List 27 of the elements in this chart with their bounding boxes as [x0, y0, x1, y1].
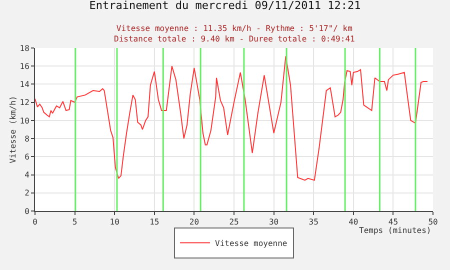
y-tick-label: 4: [24, 170, 30, 180]
x-axis-title: Temps (minutes): [359, 226, 432, 235]
legend-label: Vitesse moyenne: [215, 238, 288, 248]
x-tick-label: 45: [388, 218, 398, 227]
x-tick-label: 10: [110, 218, 120, 227]
x-tick-label: 20: [189, 218, 200, 227]
x-tick-label: 50: [428, 218, 438, 227]
x-tick-label: 25: [229, 218, 239, 227]
y-axis-title: Vitesse (km/h): [8, 96, 18, 164]
x-tick-label: 5: [72, 218, 78, 227]
y-tick-label: 12: [20, 98, 30, 108]
chart-title: Entrainement du mercredi 09/11/2011 12:21: [89, 0, 361, 12]
y-tick-label: 18: [20, 44, 30, 53]
x-tick-label: 30: [268, 218, 279, 227]
y-tick-label: 0: [24, 206, 30, 216]
x-tick-label: 35: [308, 218, 319, 227]
chart-subtitle: Vitesse moyenne : 11.35 km/h - Rythme : 5'17"/ km Distance totale : 9.40 km - Duree totale : 0:49:41: [114, 24, 356, 44]
y-tick-label: 14: [20, 80, 30, 90]
y-tick-label: 6: [24, 152, 30, 162]
y-tick-label: 2: [24, 188, 30, 198]
y-tick-label: 16: [20, 62, 30, 71]
y-tick-label: 8: [24, 134, 30, 144]
x-tick-label: 0: [32, 218, 38, 227]
x-tick-label: 15: [150, 218, 160, 227]
x-tick-label: 40: [348, 218, 358, 227]
y-tick-label: 10: [20, 116, 30, 126]
line-series: [35, 56, 428, 181]
